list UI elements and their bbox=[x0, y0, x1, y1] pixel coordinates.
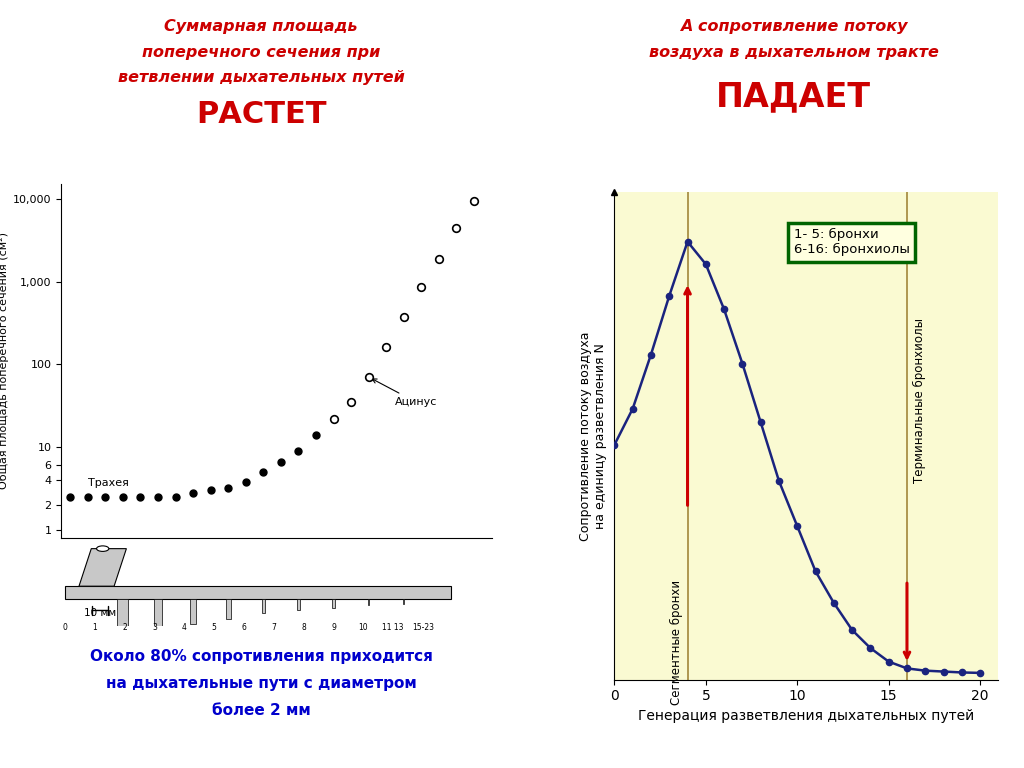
Text: 9: 9 bbox=[331, 623, 336, 631]
Text: воздуха в дыхательном тракте: воздуха в дыхательном тракте bbox=[648, 45, 939, 60]
Ellipse shape bbox=[96, 546, 109, 551]
FancyBboxPatch shape bbox=[261, 600, 265, 613]
Text: 4: 4 bbox=[182, 623, 186, 631]
Text: 15-23: 15-23 bbox=[412, 623, 434, 631]
Text: более 2 мм: более 2 мм bbox=[212, 703, 310, 718]
Text: 1: 1 bbox=[92, 623, 97, 631]
Text: 10 мм: 10 мм bbox=[84, 608, 116, 618]
Text: 0: 0 bbox=[62, 623, 68, 631]
Text: Терминальные бронхиолы: Терминальные бронхиолы bbox=[913, 319, 927, 483]
Text: 11 13: 11 13 bbox=[383, 623, 403, 631]
FancyBboxPatch shape bbox=[333, 600, 335, 607]
Text: Около 80% сопротивления приходится: Около 80% сопротивления приходится bbox=[90, 649, 432, 664]
Text: А сопротивление потоку: А сопротивление потоку bbox=[680, 19, 907, 35]
Text: 10: 10 bbox=[358, 623, 369, 631]
Text: Сегментные бронхи: Сегментные бронхи bbox=[670, 581, 683, 706]
Text: 7: 7 bbox=[271, 623, 276, 631]
FancyBboxPatch shape bbox=[225, 600, 230, 619]
Text: ПАДАЕТ: ПАДАЕТ bbox=[716, 81, 871, 114]
Y-axis label: Сопротивление потоку воздуха
на единицу разветвления N: Сопротивление потоку воздуха на единицу … bbox=[580, 331, 607, 541]
FancyBboxPatch shape bbox=[154, 600, 162, 633]
Text: РАСТЕТ: РАСТЕТ bbox=[196, 100, 327, 129]
Text: 8: 8 bbox=[301, 623, 306, 631]
FancyBboxPatch shape bbox=[297, 600, 300, 611]
Text: Трахея: Трахея bbox=[88, 478, 129, 488]
X-axis label: Генерация разветвления дыхательных путей: Генерация разветвления дыхательных путей bbox=[638, 709, 975, 723]
FancyBboxPatch shape bbox=[368, 600, 370, 605]
Text: 2: 2 bbox=[122, 623, 127, 631]
Text: Суммарная площадь: Суммарная площадь bbox=[165, 19, 357, 35]
FancyBboxPatch shape bbox=[403, 600, 404, 604]
Text: Ацинус: Ацинус bbox=[372, 379, 437, 407]
FancyBboxPatch shape bbox=[189, 600, 197, 624]
Text: 3: 3 bbox=[152, 623, 157, 631]
Text: ветвлении дыхательных путей: ветвлении дыхательных путей bbox=[118, 70, 404, 85]
Text: 1- 5: бронхи
6-16: бронхиолы: 1- 5: бронхи 6-16: бронхиолы bbox=[794, 228, 909, 257]
Text: 5: 5 bbox=[212, 623, 217, 631]
Polygon shape bbox=[79, 548, 126, 586]
Y-axis label: Общая площадь поперечного сечения (см²): Общая площадь поперечного сечения (см²) bbox=[0, 233, 9, 489]
Text: 6: 6 bbox=[242, 623, 247, 631]
FancyBboxPatch shape bbox=[65, 586, 452, 600]
FancyBboxPatch shape bbox=[118, 600, 128, 644]
Text: на дыхательные пути с диаметром: на дыхательные пути с диаметром bbox=[105, 676, 417, 691]
Text: поперечного сечения при: поперечного сечения при bbox=[142, 45, 380, 60]
